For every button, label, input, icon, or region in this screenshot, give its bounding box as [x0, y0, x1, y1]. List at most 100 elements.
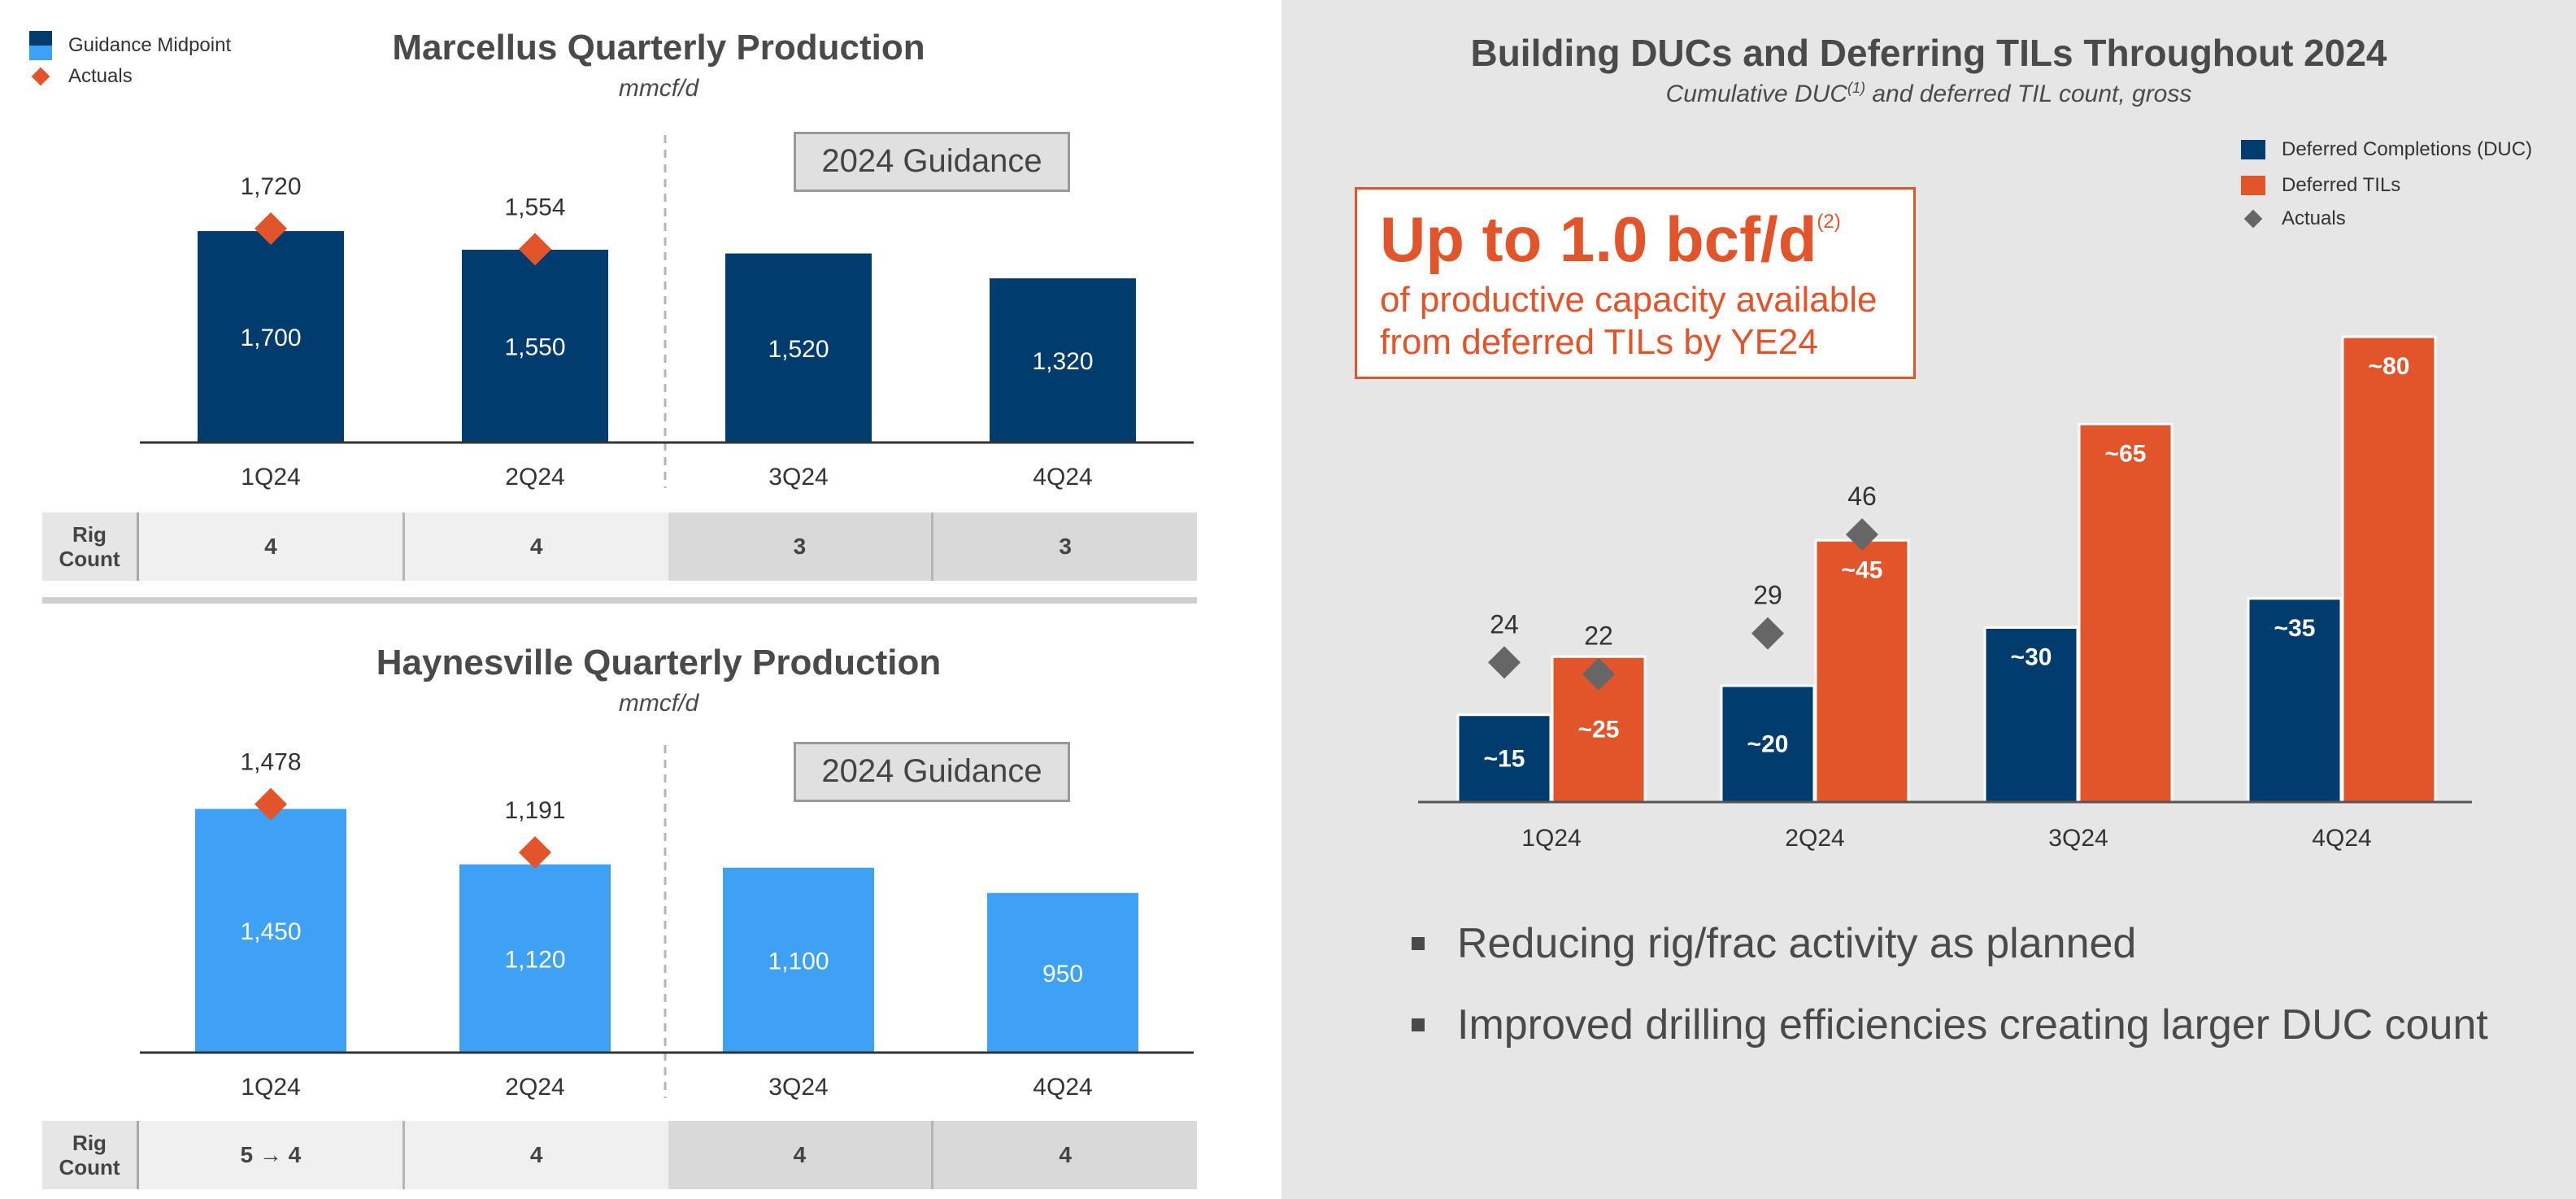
duc-value-label: ~35	[2274, 615, 2316, 642]
duc-bar	[1720, 684, 1816, 804]
actual-diamond	[255, 787, 287, 821]
duc-subtitle: Cumulative DUC(1) and deferred TIL count…	[1281, 80, 2576, 108]
legend-swatch-til	[2241, 176, 2265, 195]
rig-head-line1: Rig	[72, 1131, 107, 1155]
actual-diamond	[519, 835, 551, 869]
legend-item-duc: Deferred Completions (DUC)	[2241, 138, 2532, 161]
marcellus-title: Marcellus Quarterly Production	[392, 28, 925, 68]
duc-actual-diamond	[1751, 617, 1784, 650]
til-value-label: ~45	[1842, 556, 1883, 583]
duc-legend: Deferred Completions (DUC) Deferred TILs…	[2241, 138, 2532, 231]
x-tick-label: 3Q24	[768, 464, 828, 490]
guidance-bar	[198, 231, 344, 443]
legend-label-duc-actuals: Actuals	[2282, 207, 2346, 229]
right-panel: Building DUCs and Deferring TILs Through…	[1281, 0, 2576, 1199]
legend-left: Guidance Midpoint Actuals	[29, 31, 231, 88]
actual-diamond	[519, 233, 551, 266]
callout-sup: (2)	[1817, 211, 1841, 233]
bullet-text: Reducing rig/frac activity as planned	[1457, 920, 2137, 967]
bar-value-label: 1,100	[768, 948, 829, 974]
marcellus-rig-4q: 3	[933, 512, 1197, 581]
legend-label-duc: Deferred Completions (DUC)	[2282, 138, 2533, 160]
legend-label-actuals: Actuals	[68, 65, 133, 87]
x-tick-label: 1Q24	[1521, 825, 1581, 852]
actual-value-label: 1,191	[504, 797, 565, 824]
x-tick-label: 2Q24	[1785, 825, 1844, 852]
actual-diamond	[255, 212, 287, 246]
x-tick-label: 3Q24	[768, 1074, 828, 1101]
legend-swatch-duc	[2241, 140, 2265, 159]
marcellus-subtitle: mmcf/d	[618, 75, 699, 102]
til-bar	[2341, 335, 2437, 804]
til-value-label: ~80	[2369, 353, 2410, 380]
legend-diamond-gray	[2243, 209, 2263, 229]
bar-value-label: 1,550	[504, 334, 565, 361]
duc-value-label: ~20	[1747, 731, 1789, 758]
guidance-bar	[987, 892, 1138, 1053]
bar-value-label: 1,320	[1032, 348, 1093, 375]
x-tick-label: 3Q24	[2048, 825, 2108, 852]
callout-line2: from deferred TILs by YE24	[1380, 322, 1818, 362]
callout-headline-text: Up to 1.0 bcf/d	[1380, 203, 1817, 275]
bullet-2: Improved drilling efficiencies creating …	[1412, 1001, 2488, 1049]
duc-value-label: ~30	[2011, 644, 2052, 671]
rig-head-line2: Count	[59, 1155, 120, 1179]
bullet-marker	[1412, 937, 1425, 950]
marcellus-guidance-label: 2024 Guidance	[794, 132, 1070, 192]
til-bar	[1814, 538, 1910, 804]
bullets: Reducing rig/frac activity as planned Im…	[1412, 919, 2488, 1082]
legend-item-actuals: Actuals	[29, 65, 231, 88]
legend-item-til: Deferred TILs	[2241, 174, 2532, 197]
duc-value-label: ~15	[1484, 745, 1525, 772]
duc-title: Building DUCs and Deferring TILs Through…	[1470, 32, 2387, 74]
marcellus-rig-head: Rig Count	[42, 512, 139, 581]
til-actual-label: 22	[1584, 621, 1613, 651]
legend-diamond-actuals	[31, 67, 50, 86]
bar-value-label: 950	[1042, 961, 1083, 988]
haynesville-guidance-label: 2024 Guidance	[794, 742, 1070, 802]
haynesville-chart: 1,450 1Q24 1,478 1,120 2Q24 1,191 1,100 3Q24 950…	[140, 745, 1194, 1101]
x-tick-label: 2Q24	[505, 464, 564, 490]
haynesville-rig-3q: 4	[668, 1121, 934, 1189]
haynesville-subtitle: mmcf/d	[618, 690, 699, 717]
bullet-marker	[1412, 1018, 1425, 1031]
legend-item-guidance: Guidance Midpoint	[29, 31, 231, 60]
callout-body: of productive capacity available from de…	[1380, 279, 1877, 364]
haynesville-rig-1q: 5 → 4	[139, 1121, 405, 1189]
til-value-label: ~25	[1578, 717, 1620, 743]
bullet-text: Improved drilling efficiencies creating …	[1457, 1001, 2488, 1049]
til-actual-diamond	[1846, 518, 1878, 552]
bar-value-label: 1,450	[240, 918, 301, 945]
x-tick-label: 1Q24	[241, 1074, 300, 1101]
duc-actual-diamond	[1488, 646, 1521, 679]
rig-head-line2: Count	[59, 547, 120, 571]
capacity-callout: Up to 1.0 bcf/d(2) of productive capacit…	[1355, 187, 1916, 379]
x-tick-label: 1Q24	[241, 464, 300, 490]
til-bar	[2078, 422, 2174, 804]
marcellus-rig-table: Rig Count 4 4 3 3	[42, 512, 1197, 581]
guidance-bar	[195, 809, 346, 1053]
til-actual-diamond	[1582, 657, 1615, 691]
rig-head-line1: Rig	[72, 522, 107, 547]
bar-value-label: 1,520	[768, 336, 829, 363]
guidance-bar	[725, 253, 872, 443]
marcellus-rig-2q: 4	[404, 512, 668, 581]
guidance-bar	[462, 250, 608, 443]
callout-line1: of productive capacity available	[1380, 280, 1878, 320]
bullet-1: Reducing rig/frac activity as planned	[1412, 919, 2488, 968]
til-value-label: ~65	[2105, 440, 2147, 467]
duc-subtitle-pre: Cumulative DUC	[1665, 81, 1848, 107]
duc-subtitle-sup: (1)	[1847, 80, 1866, 96]
bar-value-label: 1,120	[504, 946, 565, 973]
haynesville-rig-2q: 4	[404, 1121, 668, 1189]
legend-label-guidance: Guidance Midpoint	[68, 34, 232, 56]
x-tick-label: 4Q24	[2312, 825, 2371, 852]
actual-value-label: 1,554	[504, 194, 565, 220]
left-panel: Guidance Midpoint Actuals Marcellus Quar…	[0, 0, 1281, 1199]
actual-value-label: 1,720	[240, 173, 301, 200]
haynesville-rig-4q: 4	[933, 1121, 1197, 1189]
marcellus-rig-3q: 3	[668, 512, 934, 581]
guidance-bar	[723, 867, 874, 1053]
duc-actual-label: 24	[1490, 609, 1519, 639]
